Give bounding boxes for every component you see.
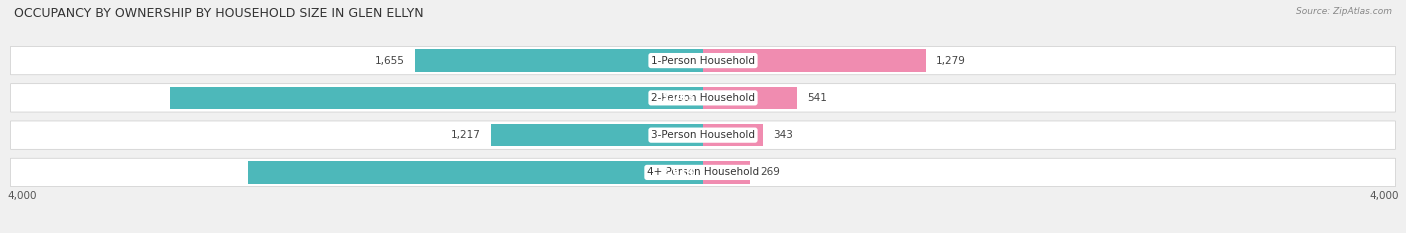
Bar xyxy=(415,49,703,72)
Text: 3,063: 3,063 xyxy=(661,93,695,103)
Bar xyxy=(249,161,703,184)
Text: 269: 269 xyxy=(761,168,780,177)
Text: 4,000: 4,000 xyxy=(1369,191,1399,201)
Text: 3-Person Household: 3-Person Household xyxy=(651,130,755,140)
Text: 343: 343 xyxy=(773,130,793,140)
Bar xyxy=(491,124,703,146)
Text: 541: 541 xyxy=(807,93,828,103)
Bar xyxy=(703,49,925,72)
Text: 1,217: 1,217 xyxy=(451,130,481,140)
Text: 4,000: 4,000 xyxy=(7,191,37,201)
Text: Source: ZipAtlas.com: Source: ZipAtlas.com xyxy=(1296,7,1392,16)
Bar xyxy=(703,124,762,146)
Text: 1,655: 1,655 xyxy=(375,56,405,65)
Text: OCCUPANCY BY OWNERSHIP BY HOUSEHOLD SIZE IN GLEN ELLYN: OCCUPANCY BY OWNERSHIP BY HOUSEHOLD SIZE… xyxy=(14,7,423,20)
Text: 1-Person Household: 1-Person Household xyxy=(651,56,755,65)
FancyBboxPatch shape xyxy=(10,158,1396,187)
Bar xyxy=(7,79,1399,116)
Bar xyxy=(7,42,1399,79)
FancyBboxPatch shape xyxy=(10,121,1396,149)
Bar xyxy=(7,154,1399,191)
Bar xyxy=(703,161,749,184)
Bar xyxy=(703,87,797,109)
Text: 4+ Person Household: 4+ Person Household xyxy=(647,168,759,177)
Text: 2-Person Household: 2-Person Household xyxy=(651,93,755,103)
Text: 2,614: 2,614 xyxy=(661,168,695,177)
FancyBboxPatch shape xyxy=(10,46,1396,75)
Bar xyxy=(170,87,703,109)
Text: 1,279: 1,279 xyxy=(936,56,966,65)
Bar xyxy=(7,116,1399,154)
FancyBboxPatch shape xyxy=(10,84,1396,112)
